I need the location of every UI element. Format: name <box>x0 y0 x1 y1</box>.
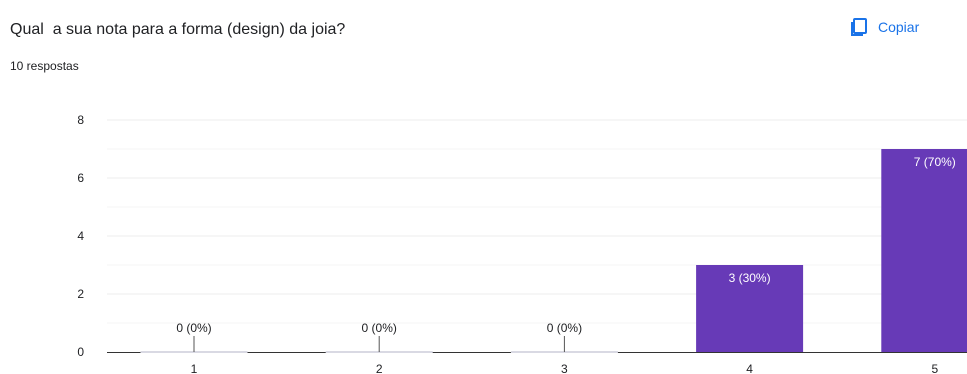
y-tick-label: 4 <box>77 229 84 243</box>
question-title: Qual a sua nota para a forma (design) da… <box>10 21 346 38</box>
x-tick-label: 4 <box>746 362 753 374</box>
copy-label: Copiar <box>878 19 920 35</box>
bar-data-label: 7 (70%) <box>914 155 956 169</box>
copy-button[interactable]: Copiar <box>850 14 919 40</box>
copy-icon <box>850 17 868 37</box>
y-tick-label: 8 <box>77 113 84 127</box>
x-tick-label: 3 <box>561 362 568 374</box>
bar-data-label: 0 (0%) <box>176 321 211 335</box>
y-tick-label: 6 <box>77 171 84 185</box>
x-tick-label: 1 <box>191 362 198 374</box>
y-tick-label: 0 <box>77 345 84 359</box>
bar-data-label: 0 (0%) <box>547 321 582 335</box>
y-tick-label: 2 <box>77 287 84 301</box>
bar <box>881 149 967 352</box>
x-tick-label: 2 <box>376 362 383 374</box>
response-count: 10 respostas <box>10 59 79 73</box>
bar <box>696 265 804 352</box>
bar-data-label: 0 (0%) <box>362 321 397 335</box>
bar-data-label: 3 (30%) <box>729 271 771 285</box>
x-tick-label: 5 <box>931 362 938 374</box>
